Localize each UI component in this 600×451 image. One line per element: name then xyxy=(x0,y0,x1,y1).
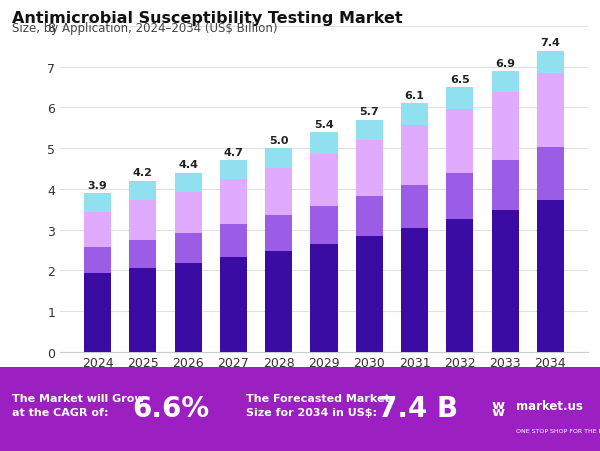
Text: 4.2: 4.2 xyxy=(133,168,153,178)
Bar xyxy=(491,161,519,211)
Bar xyxy=(84,193,111,212)
Bar xyxy=(84,273,111,352)
Bar xyxy=(175,263,202,352)
Bar xyxy=(129,201,157,240)
Bar xyxy=(537,51,564,74)
Bar xyxy=(356,237,383,352)
Bar xyxy=(265,251,292,352)
Bar xyxy=(175,233,202,263)
Bar xyxy=(310,207,338,244)
Text: ʬ: ʬ xyxy=(492,399,505,419)
Text: 6.5: 6.5 xyxy=(450,75,470,85)
Bar xyxy=(175,173,202,193)
Bar xyxy=(310,155,338,207)
Bar xyxy=(220,180,247,225)
Bar xyxy=(265,216,292,251)
Bar xyxy=(175,193,202,233)
Text: 6.6%: 6.6% xyxy=(132,394,209,422)
Bar xyxy=(265,149,292,168)
Text: 7.4 B: 7.4 B xyxy=(378,394,458,422)
Bar xyxy=(84,212,111,247)
Text: 6.9: 6.9 xyxy=(495,59,515,69)
Text: 6.1: 6.1 xyxy=(404,91,425,101)
Text: 5.4: 5.4 xyxy=(314,120,334,129)
Bar xyxy=(265,168,292,216)
Text: Antimicrobial Susceptibility Testing Market: Antimicrobial Susceptibility Testing Mar… xyxy=(12,11,403,26)
Bar xyxy=(446,88,473,110)
Text: 5.0: 5.0 xyxy=(269,136,289,146)
FancyBboxPatch shape xyxy=(0,368,600,451)
Bar xyxy=(356,120,383,141)
Bar xyxy=(401,126,428,185)
Text: Size, by Application, 2024–2034 (US$ Billion): Size, by Application, 2024–2034 (US$ Bil… xyxy=(12,22,277,35)
Bar xyxy=(446,110,473,173)
Text: The Market will Grow
at the CAGR of:: The Market will Grow at the CAGR of: xyxy=(12,394,145,417)
Bar xyxy=(401,229,428,352)
Bar xyxy=(491,211,519,352)
Bar xyxy=(401,185,428,229)
Bar xyxy=(220,257,247,352)
Bar xyxy=(129,268,157,352)
Bar xyxy=(537,74,564,147)
Bar xyxy=(129,181,157,201)
Text: The Forecasted Market
Size for 2034 in US$:: The Forecasted Market Size for 2034 in U… xyxy=(246,394,390,417)
Bar xyxy=(356,196,383,237)
Bar xyxy=(129,240,157,268)
Text: 4.4: 4.4 xyxy=(178,160,198,170)
Bar xyxy=(446,173,473,220)
Bar xyxy=(446,220,473,352)
Bar xyxy=(537,201,564,352)
Bar xyxy=(84,247,111,273)
Bar xyxy=(356,141,383,196)
Text: market.us: market.us xyxy=(516,399,583,412)
Text: 7.4: 7.4 xyxy=(541,38,560,48)
Bar xyxy=(310,133,338,155)
Bar xyxy=(401,104,428,126)
Bar xyxy=(491,93,519,161)
Bar xyxy=(537,147,564,201)
Bar xyxy=(220,161,247,180)
Text: 4.7: 4.7 xyxy=(223,148,244,158)
Text: 3.9: 3.9 xyxy=(88,180,107,190)
Bar xyxy=(491,72,519,93)
Text: 5.7: 5.7 xyxy=(359,107,379,117)
Text: ONE STOP SHOP FOR THE REPORTS: ONE STOP SHOP FOR THE REPORTS xyxy=(516,428,600,433)
Bar xyxy=(220,225,247,257)
Bar xyxy=(310,244,338,352)
